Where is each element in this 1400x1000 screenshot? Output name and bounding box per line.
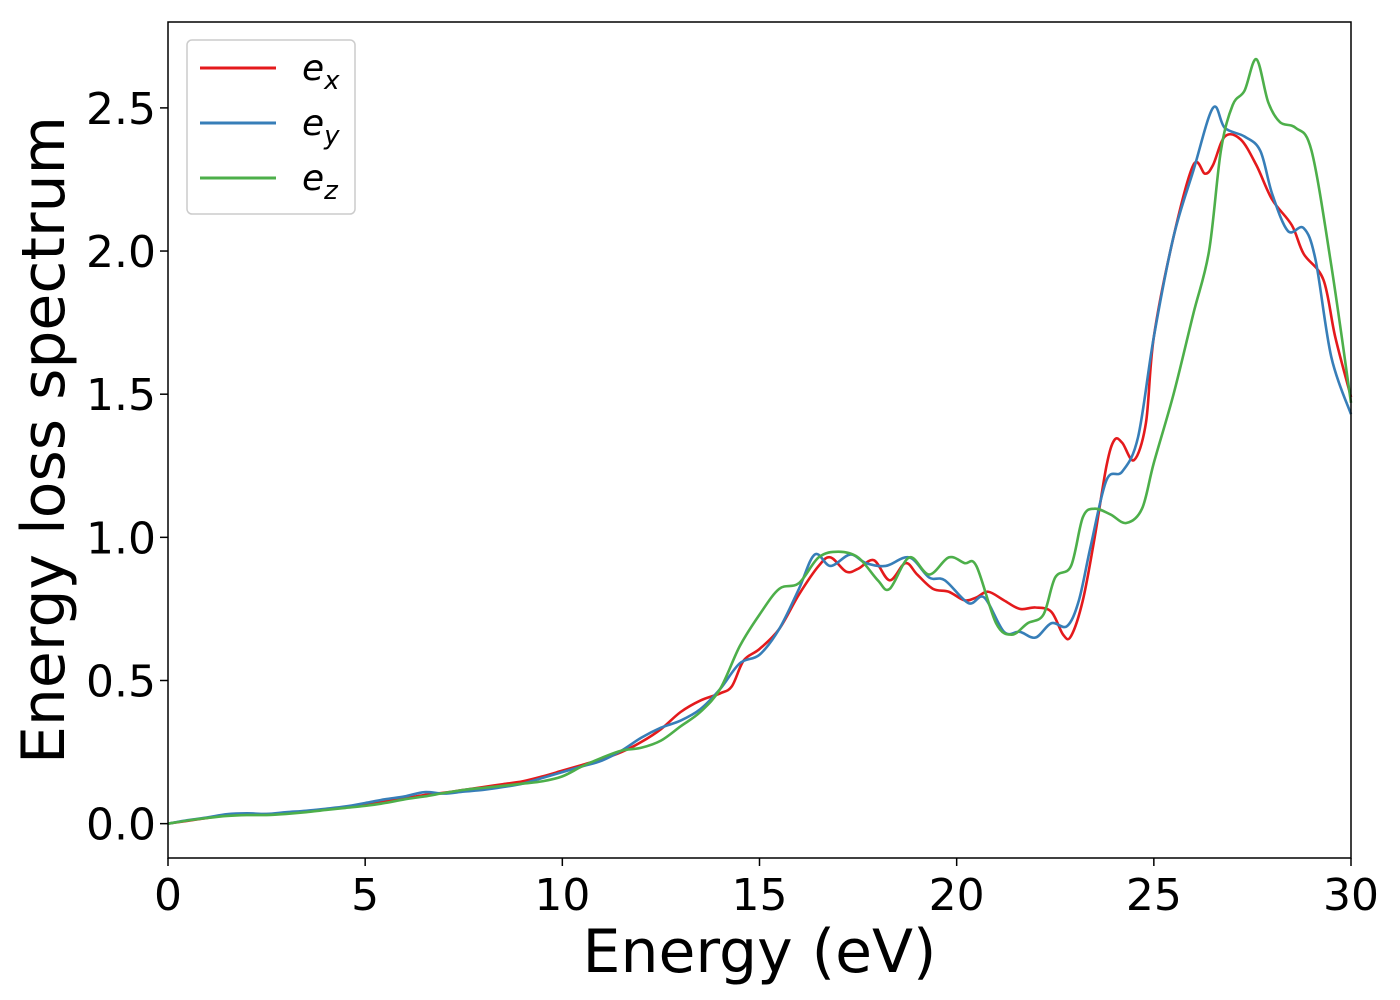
series-layer xyxy=(167,57,1353,825)
y-axis-ticks: 0.0 0.5 1.0 1.5 2.0 2.5 xyxy=(86,84,168,851)
y-tick-label: 0.0 xyxy=(86,800,156,851)
legend: ex ey ez xyxy=(186,39,356,215)
x-tick-label: 5 xyxy=(351,870,379,921)
series-line-ey xyxy=(167,105,1353,825)
x-tick-label: 0 xyxy=(154,870,182,921)
y-axis-label: Energy loss spectrum xyxy=(9,116,79,764)
y-tick-label: 0.5 xyxy=(86,656,156,707)
y-tick-label: 1.0 xyxy=(86,513,156,564)
y-tick-label: 2.5 xyxy=(86,84,156,135)
x-axis-ticks: 0 5 10 15 20 25 30 xyxy=(154,858,1379,921)
x-tick-label: 10 xyxy=(534,870,590,921)
x-tick-label: 25 xyxy=(1126,870,1182,921)
legend-label-ex: ex xyxy=(302,48,340,96)
x-tick-label: 20 xyxy=(929,870,985,921)
x-tick-label: 30 xyxy=(1323,870,1379,921)
legend-box xyxy=(186,39,356,215)
x-tick-label: 15 xyxy=(732,870,788,921)
legend-label-ey: ey xyxy=(302,103,340,151)
series-line-ez xyxy=(167,57,1353,825)
legend-label-ez: ez xyxy=(302,158,339,206)
y-tick-label: 2.0 xyxy=(86,227,156,278)
y-tick-label: 1.5 xyxy=(86,370,156,421)
x-axis-label: Energy (eV) xyxy=(583,917,937,987)
